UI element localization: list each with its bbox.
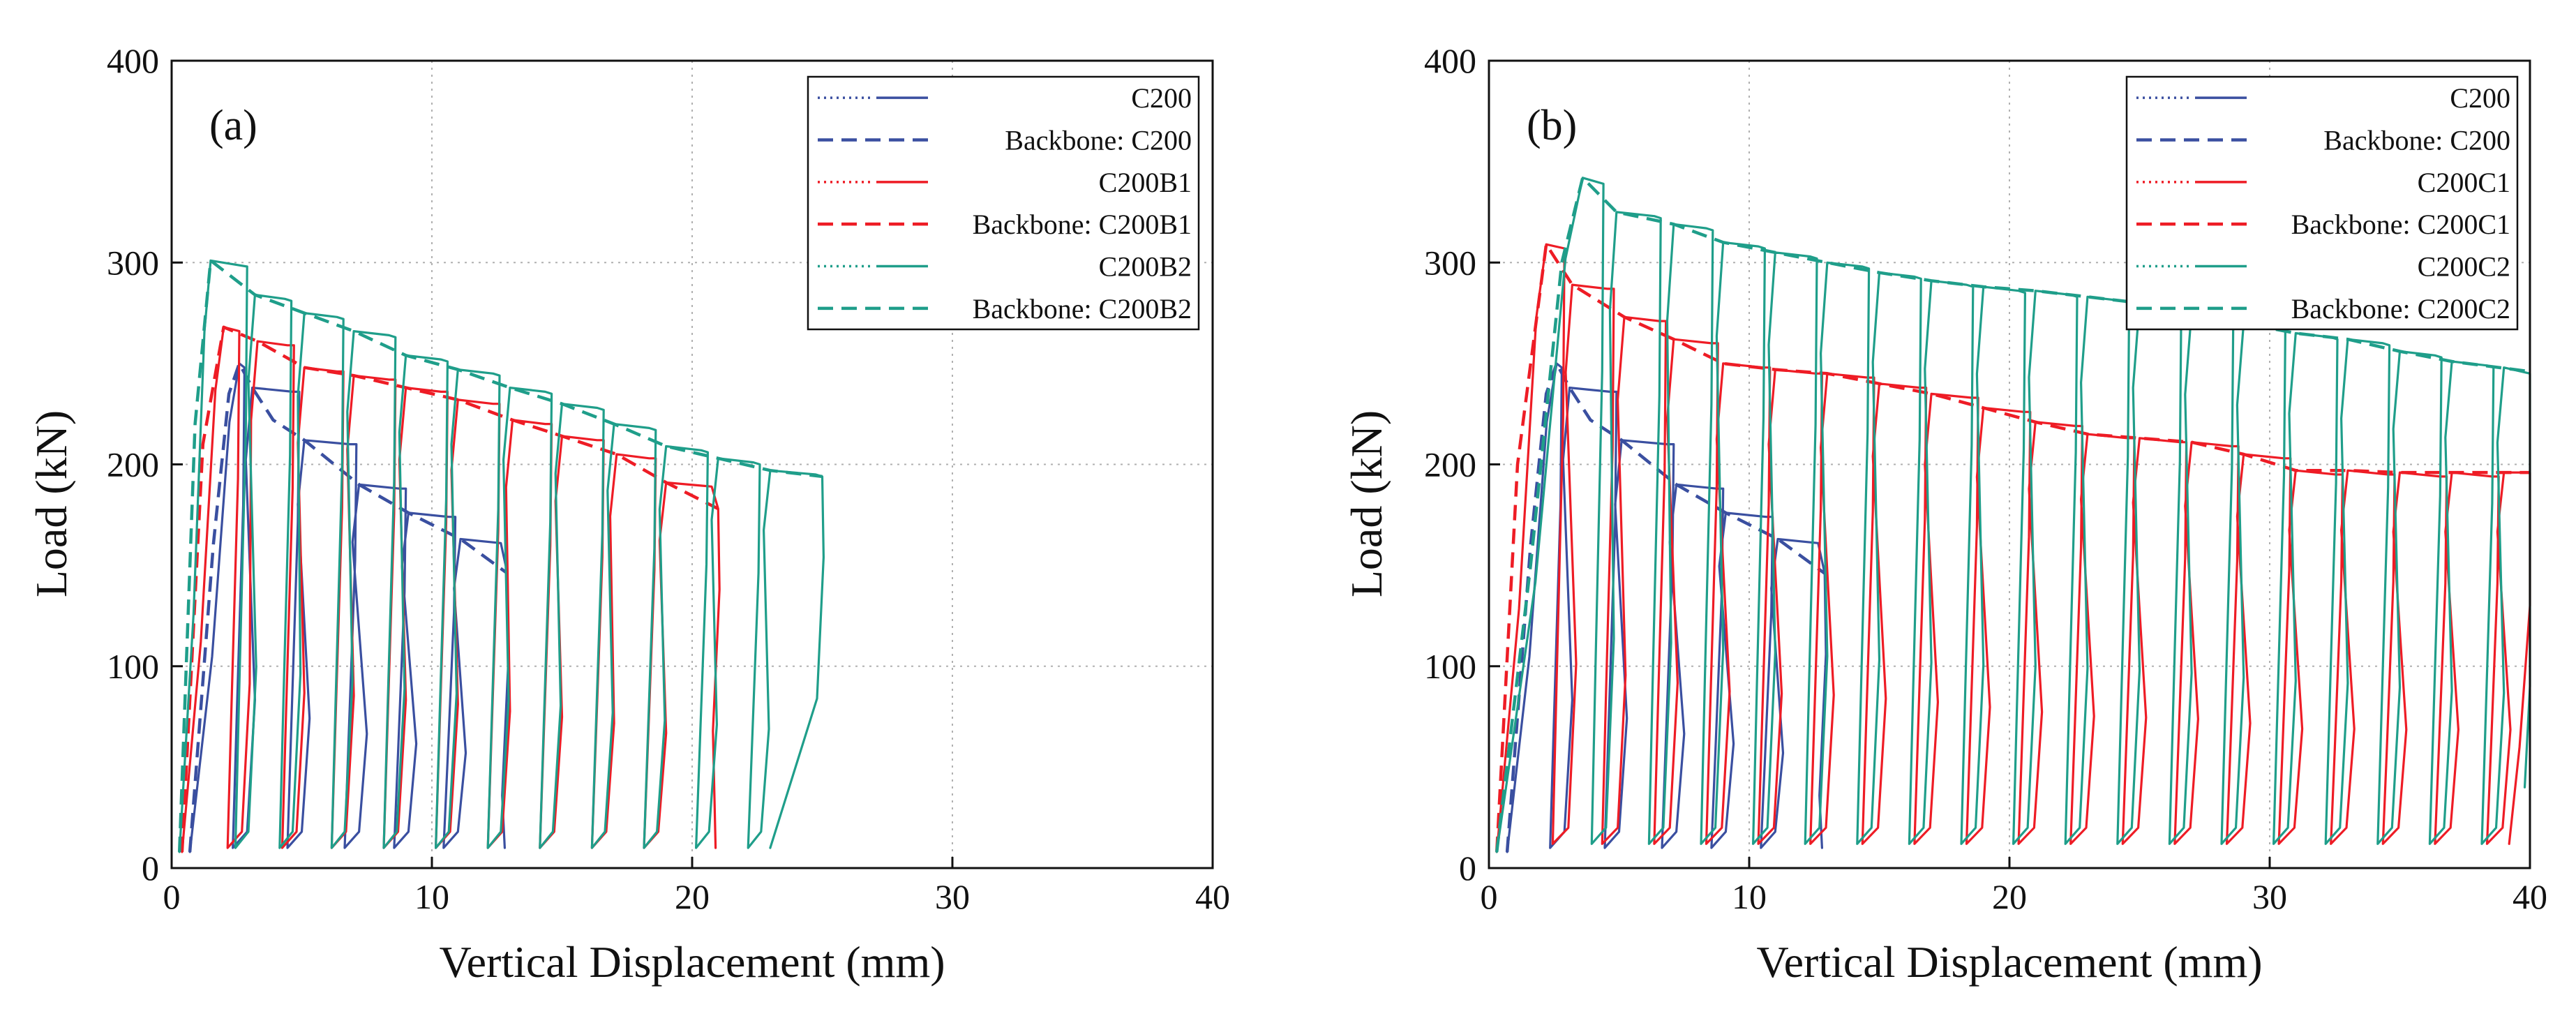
- legend-entry: Backbone: C200C2: [2136, 293, 2510, 324]
- legend-label: Backbone: C200C1: [2291, 209, 2510, 240]
- legend-label: C200B1: [1099, 167, 1192, 198]
- series-group: [177, 259, 825, 853]
- legend-entry: Backbone: C200: [2136, 125, 2510, 156]
- x-tick-label: 0: [163, 877, 181, 916]
- panel-label: (a): [209, 102, 257, 149]
- legend-entry: Backbone: C200: [818, 125, 1192, 156]
- y-tick-label: 200: [107, 445, 159, 484]
- y-tick-label: 100: [1424, 647, 1476, 686]
- y-tick-label: 200: [1424, 445, 1476, 484]
- curves: [177, 259, 825, 853]
- series-c200b2: [178, 259, 825, 853]
- series-c200c1: [1495, 243, 2531, 853]
- legend-label: C200C1: [2418, 167, 2510, 198]
- series-backbone-c200c2: [1495, 176, 2531, 853]
- y-tick-label: 0: [1459, 849, 1476, 888]
- legend-box: [2125, 75, 2519, 331]
- legend-entry: Backbone: C200B1: [818, 209, 1192, 240]
- y-tick-label: 300: [107, 243, 159, 282]
- legend-entry: C200: [2136, 82, 2510, 114]
- legend-label: C200: [1131, 82, 1192, 114]
- series-group: [1495, 176, 2531, 853]
- legend-label: C200: [2450, 82, 2510, 114]
- curves: [1495, 176, 2531, 853]
- legend-entry: Backbone: C200B2: [818, 293, 1192, 324]
- legend-label: Backbone: C200: [2323, 125, 2510, 156]
- series-backbone-c200b1: [180, 325, 719, 853]
- x-tick-label: 0: [1481, 877, 1498, 916]
- legend-label: C200B2: [1099, 251, 1192, 283]
- x-tick-label: 40: [2513, 877, 2547, 916]
- x-tick-label: 30: [2252, 877, 2287, 916]
- legend-label: Backbone: C200C2: [2291, 293, 2510, 324]
- legend-label: Backbone: C200B2: [973, 293, 1192, 324]
- y-tick-label: 300: [1424, 243, 1476, 282]
- x-tick-label: 10: [414, 877, 449, 916]
- x-tick-label: 30: [935, 877, 970, 916]
- y-tick-label: 400: [1424, 41, 1476, 80]
- x-tick-label: 40: [1195, 877, 1230, 916]
- series-backbone-c200b2: [177, 259, 823, 852]
- x-tick-label: 20: [675, 877, 710, 916]
- y-axis-title: Load (kN): [27, 410, 76, 597]
- legend-entry: C200: [818, 82, 1192, 114]
- series-backbone-c200: [188, 361, 509, 853]
- legend-label: Backbone: C200: [1005, 125, 1192, 156]
- legend-entry: C200C2: [2136, 251, 2510, 283]
- legend: C200 Backbone: C200 C200B1 Backbone: C200B1…: [807, 75, 1200, 331]
- x-tick-label: 10: [1732, 877, 1767, 916]
- legend-box: [807, 75, 1200, 331]
- legend-label: Backbone: C200B1: [973, 209, 1192, 240]
- x-axis-title: Vertical Displacement (mm): [1756, 937, 2262, 987]
- y-tick-label: 0: [142, 849, 159, 888]
- legend-entry: C200C1: [2136, 167, 2510, 198]
- legend-entry: Backbone: C200C1: [2136, 209, 2510, 240]
- x-axis-title: Vertical Displacement (mm): [439, 937, 945, 987]
- legend: C200 Backbone: C200 C200C1 Backbone: C200C1…: [2125, 75, 2519, 331]
- legend-label: C200C2: [2418, 251, 2510, 283]
- series-c200b1: [181, 326, 721, 853]
- series-backbone-c200c1: [1495, 242, 2530, 853]
- legend-entry: C200B2: [818, 251, 1192, 283]
- y-tick-label: 400: [107, 41, 159, 80]
- x-tick-label: 20: [1992, 877, 2027, 916]
- panel-label: (b): [1527, 102, 1577, 149]
- y-axis-title: Load (kN): [1342, 410, 1391, 597]
- y-tick-label: 100: [107, 647, 159, 686]
- series-backbone-c200: [1505, 361, 1826, 853]
- series-c200: [1506, 362, 1827, 853]
- legend-entry: C200B1: [818, 167, 1192, 198]
